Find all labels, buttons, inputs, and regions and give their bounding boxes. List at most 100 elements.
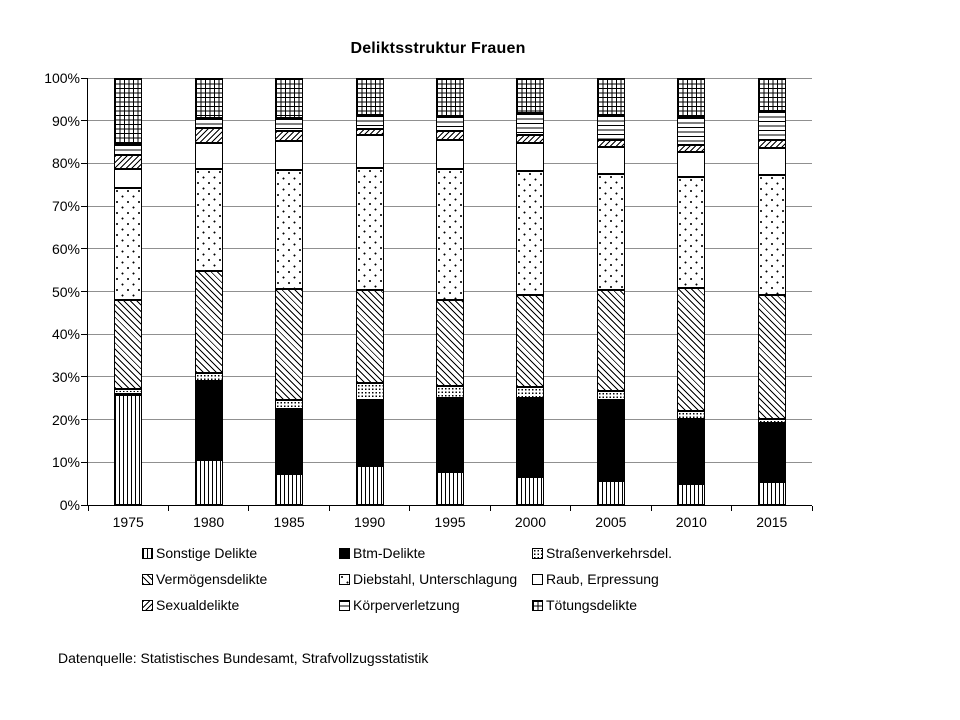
x-axis-label: 2010: [675, 514, 707, 530]
bar-segment-1995-vlines: [436, 472, 464, 505]
bar-segment-1995-hatch-back: [436, 300, 464, 386]
bar-segment-1985-vlines: [275, 473, 304, 505]
y-axis-tick: [81, 162, 88, 164]
bar-segment-1980-vlines: [194, 460, 223, 505]
x-axis-tick: [87, 506, 89, 511]
x-axis-tick: [248, 506, 250, 511]
bar-segment-2010-plain: [677, 151, 706, 178]
legend-item: Straßenverkehrsdel.: [532, 540, 762, 566]
legend-swatch-hlines-icon: [339, 599, 350, 611]
legend-item: Sonstige Delikte: [142, 540, 339, 566]
y-axis-tick: [81, 333, 88, 335]
bar-segment-1985-dots-dense: [275, 399, 304, 409]
legend-item: Körperverletzung: [339, 592, 532, 618]
bar-segment-2015-solid: [757, 423, 786, 482]
y-axis-tick: [81, 376, 88, 378]
bar-segment-1985-grid: [275, 78, 304, 119]
bar-segment-1995-hatch-fwd: [436, 131, 464, 140]
bar-segment-2005-hatch-fwd: [596, 139, 625, 148]
bar-segment-1975-hatch-back: [114, 300, 143, 390]
y-axis-tick: [81, 120, 88, 122]
bar-segment-1980-plain: [194, 142, 223, 169]
x-axis-tick: [489, 506, 491, 511]
y-axis-label: 80%: [51, 155, 80, 172]
bar-segment-2000-dots-sparse: [516, 171, 545, 295]
legend-label: Diebstahl, Unterschlagung: [353, 571, 518, 587]
bar-segment-1990-vlines: [355, 466, 384, 505]
x-axis-tick: [570, 506, 572, 511]
bar-segment-2010-hatch-fwd: [677, 144, 706, 152]
bar-segment-2000-solid: [516, 398, 545, 478]
bar-segment-1995-hlines: [436, 116, 464, 132]
bar-segment-2005-grid: [596, 78, 625, 115]
x-axis-label: 2015: [756, 514, 788, 530]
bar-segment-1990-dots-dense: [355, 382, 384, 400]
bar-segment-2010-dots-dense: [677, 410, 706, 420]
bar-segment-2010-vlines: [677, 484, 706, 505]
bar-segment-2015-dots-sparse: [757, 175, 786, 295]
y-axis-tick: [81, 248, 88, 250]
bar-segment-1980-hatch-back: [194, 271, 223, 373]
bar-segment-1975-dots-sparse: [114, 187, 143, 301]
bar-segment-2010-solid: [677, 419, 706, 485]
legend-swatch-plain-icon: [532, 573, 543, 585]
bar-segment-2015-hatch-fwd: [757, 140, 786, 149]
source-note: Datenquelle: Statistisches Bundesamt, St…: [58, 650, 429, 666]
bar-segment-2000-plain: [516, 142, 545, 172]
bar-segment-2010-grid: [677, 78, 706, 117]
bar-segment-2005-dots-sparse: [596, 173, 625, 290]
bar-segment-1975-dots-dense: [114, 389, 143, 394]
legend-swatch-hatch-fwd-icon: [142, 599, 153, 611]
bar-segment-1980-dots-sparse: [194, 168, 223, 272]
legend-label: Raub, Erpressung: [546, 571, 659, 587]
y-axis-label: 60%: [51, 240, 80, 257]
bar-1995: [436, 78, 464, 505]
x-axis-line: [87, 505, 812, 506]
bar-segment-1980-grid: [194, 78, 223, 119]
bar-segment-1985-hatch-fwd: [275, 131, 304, 142]
bar-segment-1990-dots-sparse: [355, 168, 384, 290]
bar-segment-2005-hatch-back: [596, 289, 625, 391]
bar-segment-1980-solid: [194, 380, 223, 461]
bar-2015: [757, 78, 786, 505]
y-axis-label: 90%: [51, 112, 80, 129]
x-axis-label: 1975: [112, 514, 144, 530]
y-axis-label: 50%: [51, 283, 80, 300]
bar-1990: [355, 78, 384, 505]
x-axis-label: 1985: [273, 514, 305, 530]
bar-segment-2000-dots-dense: [516, 386, 545, 399]
legend-swatch-grid-icon: [532, 599, 543, 611]
bar-2000: [516, 78, 545, 505]
legend-item: Vermögensdelikte: [142, 566, 339, 592]
bar-segment-2010-hatch-back: [677, 287, 706, 411]
bar-1975: [114, 78, 143, 505]
bar-segment-2005-dots-dense: [596, 391, 625, 400]
bar-segment-1975-vlines: [114, 394, 143, 505]
bar-segment-1985-hatch-back: [275, 288, 304, 400]
bar-segment-2005-hlines: [596, 114, 625, 140]
y-axis-tick: [81, 77, 88, 79]
bar-segment-1980-hatch-fwd: [194, 128, 223, 143]
bar-2005: [596, 78, 625, 505]
x-axis-label: 1980: [193, 514, 225, 530]
legend-item: Raub, Erpressung: [532, 566, 762, 592]
bar-2010: [677, 78, 706, 505]
y-axis-tick: [81, 205, 88, 207]
legend-swatch-dots-dense-icon: [532, 547, 543, 559]
bar-segment-1995-solid: [436, 398, 464, 473]
y-axis-label: 20%: [51, 411, 80, 428]
y-axis-label: 70%: [51, 198, 80, 215]
legend-swatch-dots-sparse-icon: [339, 573, 350, 585]
y-axis-label: 100%: [44, 70, 80, 86]
x-axis-tick: [811, 506, 813, 511]
legend-label: Körperverletzung: [353, 597, 460, 613]
bar-segment-2005-vlines: [596, 480, 625, 505]
bar-segment-1985-plain: [275, 141, 304, 171]
bar-segment-2015-vlines: [757, 481, 786, 505]
bar-1985: [275, 78, 304, 505]
bar-segment-1990-hatch-back: [355, 289, 384, 383]
legend-label: Sonstige Delikte: [156, 545, 258, 561]
y-axis-tick: [81, 461, 88, 463]
bar-segment-2005-plain: [596, 147, 625, 174]
chart-title: Deliktsstruktur Frauen: [350, 40, 526, 57]
